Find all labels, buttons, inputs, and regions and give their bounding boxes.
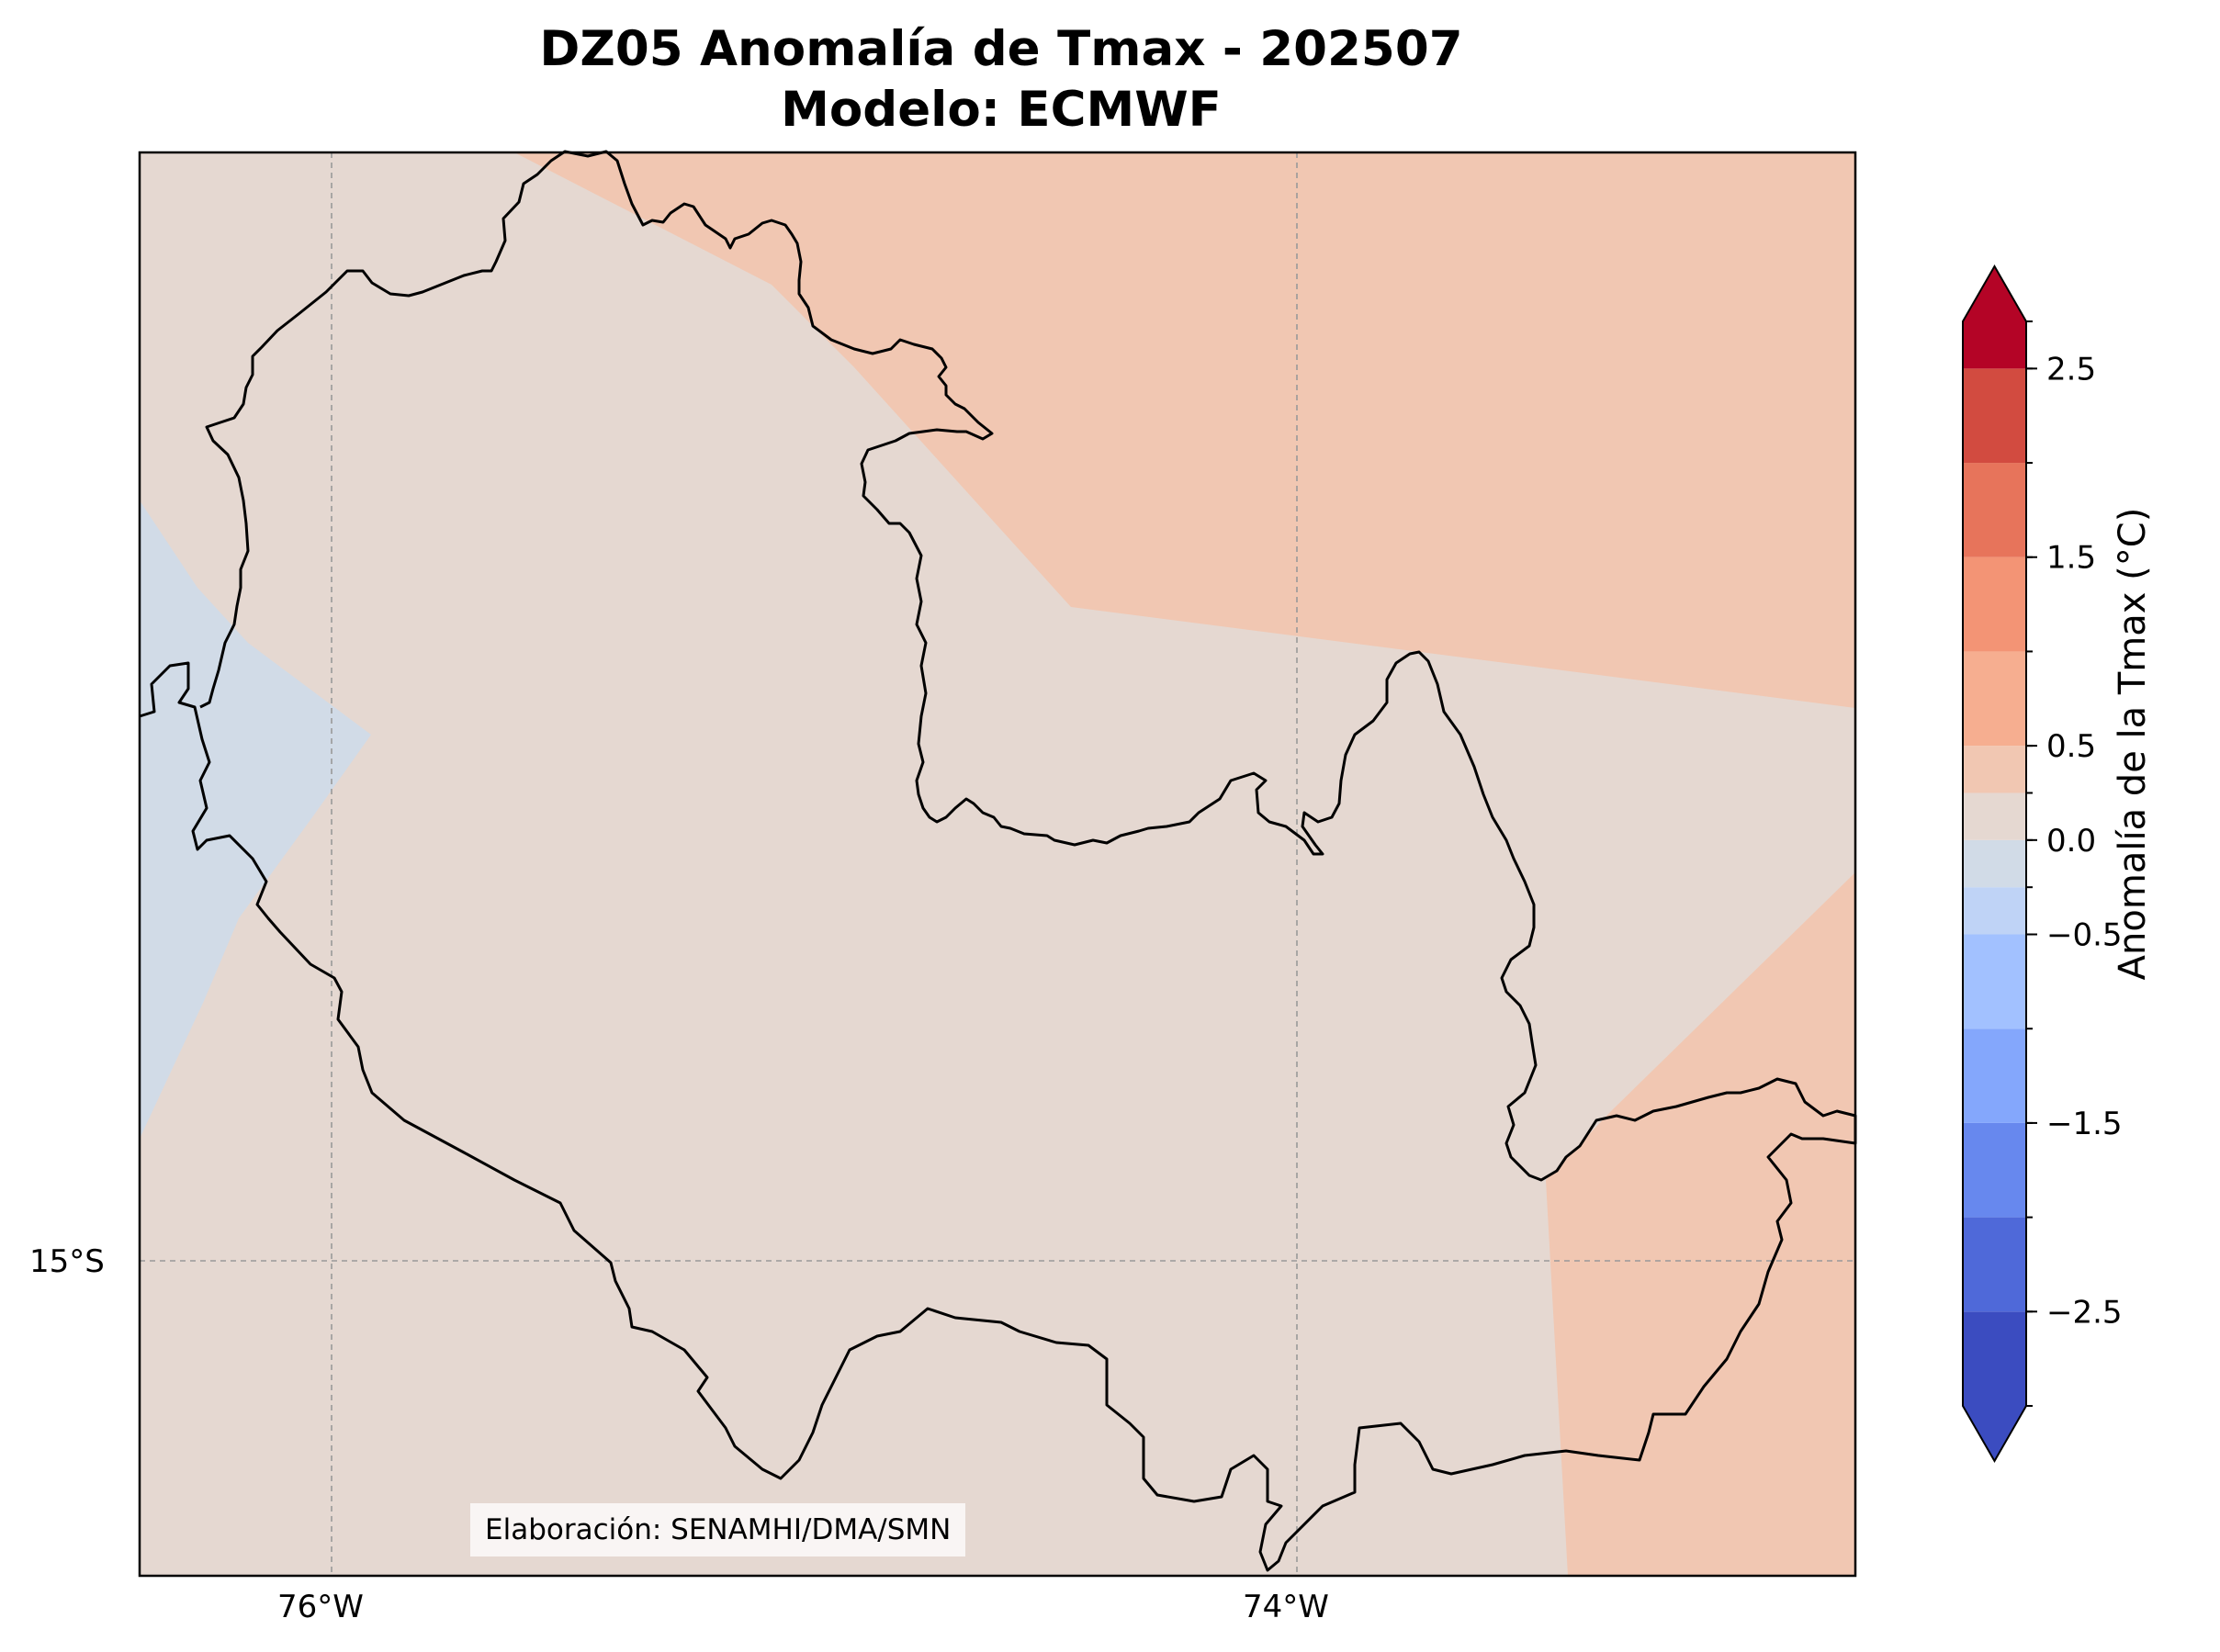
- colorbar-segment: [1963, 1217, 2026, 1312]
- colorbar-extend-under: [1963, 1406, 2026, 1461]
- colorbar-segment: [1963, 746, 2026, 793]
- map-title-line2: Modelo: ECMWF: [781, 82, 1222, 138]
- lat-tick-label-15s: 15°S: [29, 1243, 105, 1280]
- map-axes: [138, 150, 1857, 1578]
- colorbar-segment: [1963, 651, 2026, 747]
- colorbar-tick-label: 0.5: [2046, 728, 2096, 765]
- colorbar-extend-over: [1963, 266, 2026, 321]
- colorbar-segment: [1963, 1311, 2026, 1406]
- map-title-line1: DZ05 Anomalía de Tmax - 202507: [539, 21, 1463, 77]
- colorbar-segment: [1963, 1028, 2026, 1123]
- lon-tick-label-76w: 76°W: [277, 1589, 364, 1625]
- map-frame: [138, 151, 1857, 1578]
- western-coastal-cool-zone: [140, 500, 371, 1139]
- colorbar-label: Anomalía de la Tmax (°C): [2112, 507, 2154, 981]
- colorbar-segment: [1963, 556, 2026, 652]
- colorbar-tick-label: 1.5: [2046, 540, 2096, 577]
- colorbar-segment: [1963, 321, 2026, 369]
- region-boundary-outline: [139, 150, 1857, 1572]
- southeast-warm-zone: [1546, 872, 1855, 1576]
- colorbar-segment: [1963, 368, 2026, 464]
- colorbar-tick-label: −1.5: [2046, 1106, 2123, 1142]
- colorbar-tick-label: −0.5: [2046, 917, 2123, 954]
- colorbar: 2.5 1.5 0.5 0.0 −0.5 −1.5 −2.5: [1962, 264, 2123, 1464]
- colorbar-segment: [1963, 463, 2026, 557]
- colorbar-segment: [1963, 1122, 2026, 1218]
- colorbar-segment: [1963, 839, 2026, 888]
- lon-tick-label-74w: 74°W: [1243, 1589, 1329, 1625]
- credit-label: Elaboración: SENAMHI/DMA/SMN: [470, 1503, 966, 1556]
- colorbar-segment: [1963, 792, 2026, 840]
- colorbar-segment: [1963, 934, 2026, 1029]
- northeast-warm-zone: [514, 152, 1855, 708]
- colorbar-tick-label: 2.5: [2046, 351, 2096, 388]
- colorbar-segment: [1963, 887, 2026, 935]
- colorbar-tick-label: −2.5: [2046, 1294, 2123, 1331]
- colorbar-tick-label: 0.0: [2046, 823, 2096, 860]
